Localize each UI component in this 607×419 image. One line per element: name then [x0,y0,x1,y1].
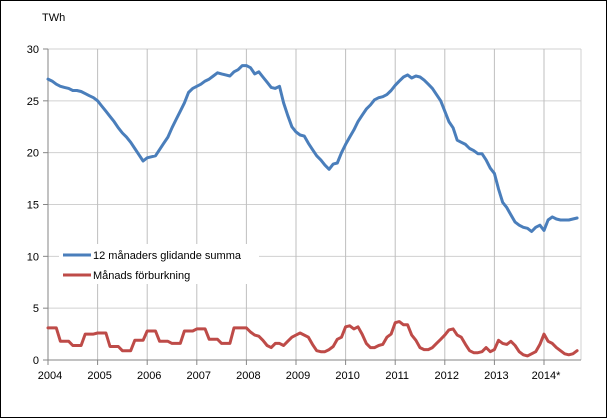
y-axis-unit-label: TWh [42,12,65,24]
legend-label-0: 12 månaders glidande summa [93,250,242,262]
y-tick-label: 15 [27,200,39,212]
x-tick-label: 2011 [385,370,409,382]
legend-label-1: Månads förburkning [93,270,190,282]
x-tick-label: 2006 [137,370,161,382]
x-tick-label: 2013 [484,370,508,382]
legend: 12 månaders glidande summa Månads förburk… [59,244,259,284]
x-tick-label: 2005 [87,370,111,382]
y-tick-label: 25 [27,96,39,108]
x-tick-label: 2012 [435,370,459,382]
x-tick-label: 2014* [532,370,561,382]
legend-box [59,244,259,284]
series-line-1 [46,320,579,358]
y-tick-label: 5 [33,303,39,315]
gridlines [48,48,582,360]
y-tick-label: 20 [27,148,39,160]
axes: 0 5 10 15 20 25 30 2004 2005 2006 2007 2008 2009 2010… [27,44,581,382]
y-tick-label: 30 [27,44,39,56]
x-tick-label: 2010 [335,370,359,382]
y-tick-label: 0 [33,355,39,367]
x-tick-label: 2009 [286,370,310,382]
x-tick-label: 2004 [38,370,62,382]
y-tick-label: 10 [27,251,39,263]
x-tick-label: 2007 [187,370,211,382]
series-lines [46,64,579,358]
x-tick-label: 2008 [236,370,260,382]
series-line-0 [46,64,579,233]
